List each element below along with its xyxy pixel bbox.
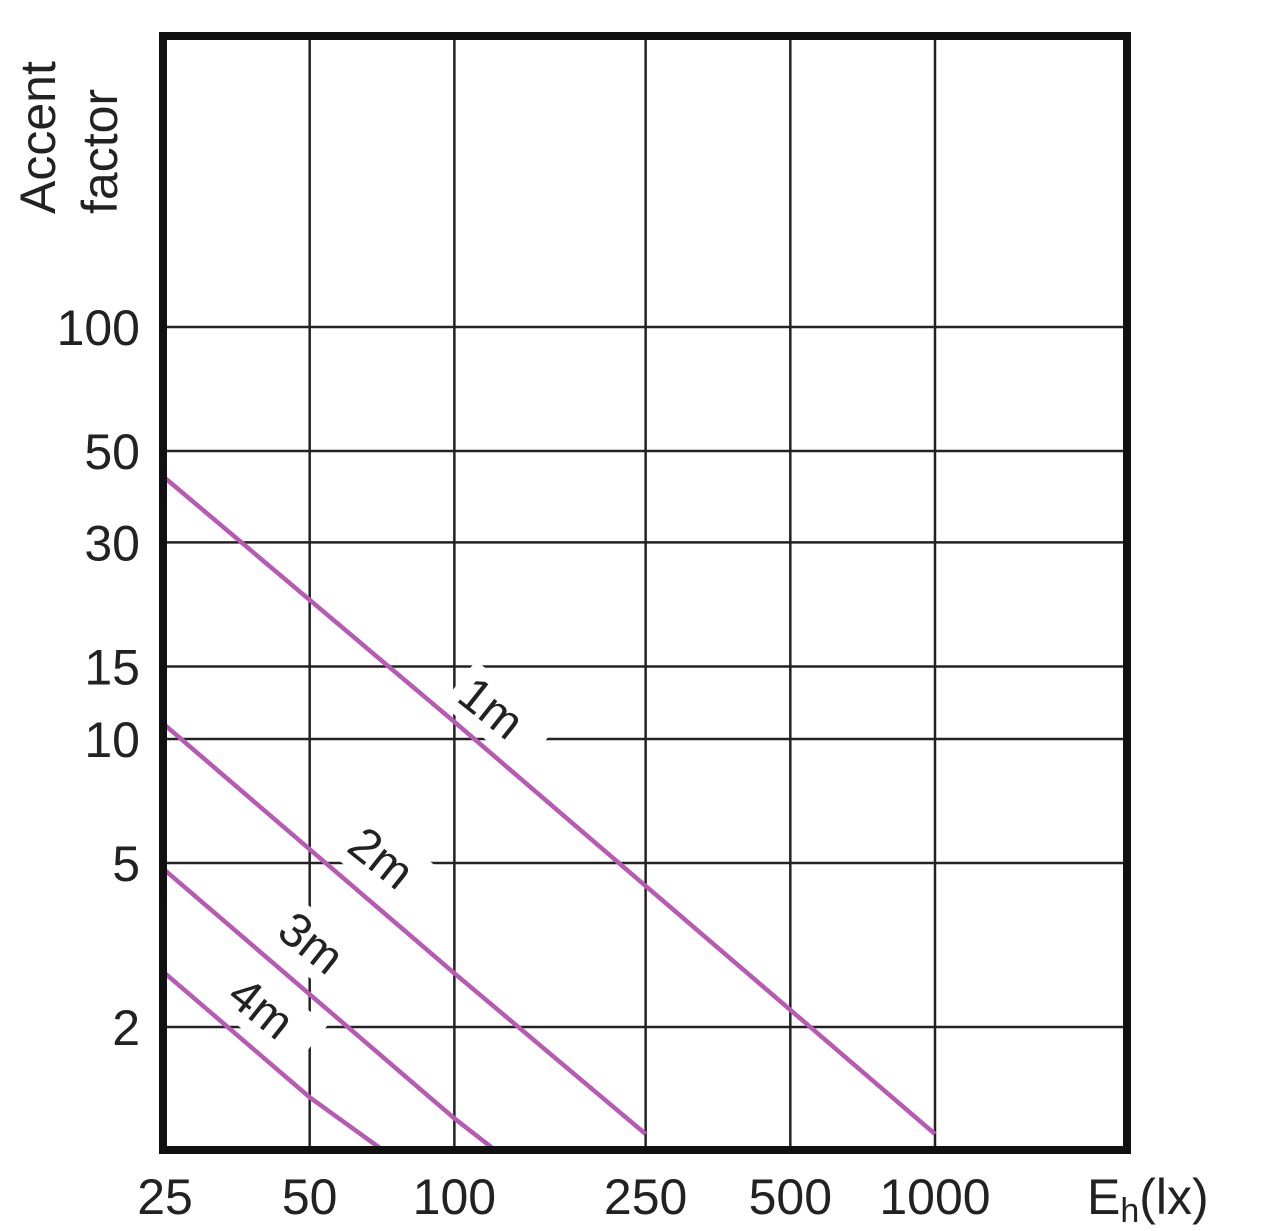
- x-axis-title: Eh(lx): [1087, 1169, 1209, 1230]
- x-tick-label: 25: [137, 1169, 193, 1225]
- y-tick-labels: 100 50 30 15 10 5 2: [57, 300, 140, 1056]
- x-tick-label: 250: [604, 1169, 687, 1225]
- plot-frame: [159, 32, 1131, 1154]
- x-tick-label: 500: [749, 1169, 832, 1225]
- series-label-background: [211, 960, 328, 1070]
- x-tick-label: 1000: [879, 1169, 990, 1225]
- x-axis-title-main: E: [1087, 1169, 1120, 1225]
- y-axis-title-line2: factor: [72, 89, 128, 214]
- series-label-background: [261, 895, 378, 1005]
- y-tick-label: 2: [112, 1000, 140, 1056]
- series-line-2m: [163, 723, 648, 1136]
- y-tick-label: 30: [84, 515, 140, 571]
- y-axis-title-line1: Accent: [10, 61, 66, 214]
- x-tick-label: 50: [282, 1169, 338, 1225]
- x-tick-labels: 25 50 100 250 500 1000: [137, 1169, 990, 1225]
- series-label-background: [441, 660, 558, 770]
- series-line-4m: [163, 971, 382, 1150]
- y-tick-label: 15: [84, 639, 140, 695]
- series-label-group-1m: 1m: [441, 660, 558, 770]
- series-label-background: [331, 810, 448, 920]
- y-tick-label: 10: [84, 712, 140, 768]
- x-tick-label: 100: [413, 1169, 496, 1225]
- series-lines: [163, 476, 937, 1150]
- gridlines: [165, 38, 1125, 1148]
- y-tick-label: 50: [84, 424, 140, 480]
- y-tick-label: 100: [57, 300, 140, 356]
- series-line-1m: [163, 476, 937, 1136]
- x-axis-title-unit: (lx): [1139, 1169, 1208, 1225]
- x-axis-title-subscript: h: [1120, 1192, 1139, 1230]
- y-tick-label: 5: [112, 836, 140, 892]
- series-line-3m: [163, 868, 494, 1150]
- series-label-group-2m: 2m: [331, 810, 448, 920]
